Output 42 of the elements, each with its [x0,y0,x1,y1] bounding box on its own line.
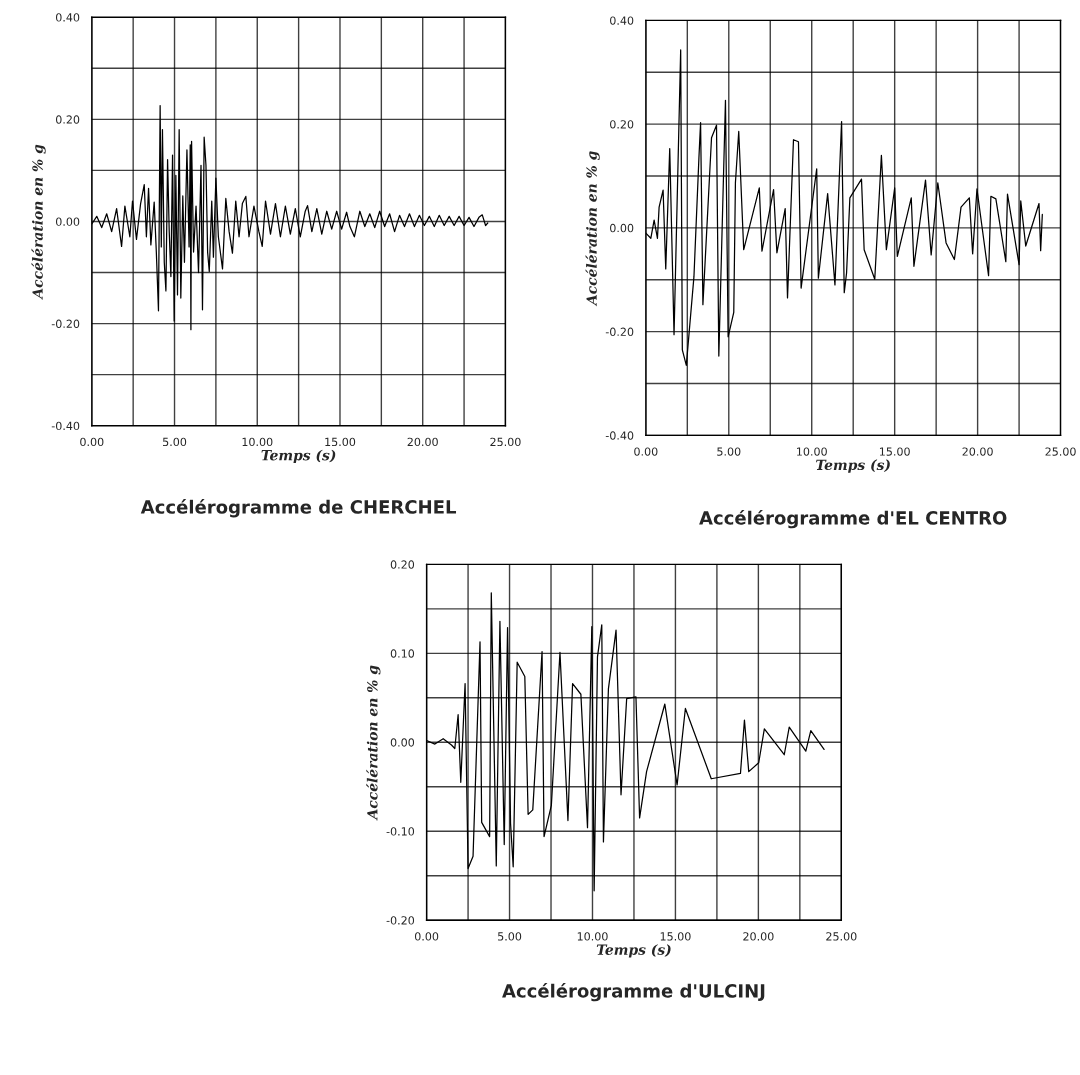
y-tick-label: 0.20 [55,115,80,124]
x-axis-title: Temps (s) [261,449,336,464]
text: Accélérogramme de CHERCHEL [140,499,457,518]
y-tick-label: -0.20 [605,327,634,337]
x-tick-label: 15.00 [325,437,356,447]
y-tick-label: -0.20 [386,916,415,925]
text: Accélérogramme d'EL CENTRO [699,510,1007,529]
x-tick-label: 5.00 [717,447,741,456]
x-tick-label: 10.00 [797,447,827,456]
x-tick-label: 0.00 [414,932,439,941]
x-tick-label: 20.00 [407,437,438,447]
x-tick-label: 0.00 [634,447,658,456]
x-tick-label: 10.00 [577,932,608,941]
y-tick-label: -0.40 [605,431,634,440]
y-tick-label: 0.00 [55,217,80,226]
y-tick-label: 0.10 [390,649,415,658]
x-tick-label: 5.00 [498,932,522,941]
y-tick-label: -0.40 [51,421,80,431]
x-tick-label: 15.00 [660,932,691,941]
y-tick-label: 0.00 [610,223,634,233]
y-tick-label: 0.20 [610,120,634,129]
y-axis-title: Accélération en % g [31,144,46,300]
y-tick-label: 0.40 [55,13,80,22]
y-tick-label: 0.00 [390,738,415,747]
x-tick-label: 5.00 [163,437,187,447]
text: Accélérogramme d'ULCINJ [502,983,765,1002]
y-tick-label: 0.20 [390,560,415,569]
x-tick-label: 0.00 [80,437,104,447]
x-tick-label: 10.00 [242,437,273,447]
x-tick-label: 20.00 [743,932,774,941]
y-axis-title: Accélération en % g [585,151,600,307]
y-axis-title: Accélération en % g [366,665,381,821]
x-tick-label: 15.00 [879,447,910,456]
x-tick-label: 25.00 [826,932,857,941]
y-tick-label: -0.10 [386,827,415,836]
x-axis-title: Temps (s) [596,944,671,958]
y-tick-label: -0.20 [51,319,80,328]
x-tick-label: 25.00 [490,437,521,447]
y-tick-label: 0.40 [610,16,634,25]
x-tick-label: 25.00 [1045,447,1076,456]
x-tick-label: 20.00 [962,447,993,456]
x-axis-title: Temps (s) [816,459,890,473]
